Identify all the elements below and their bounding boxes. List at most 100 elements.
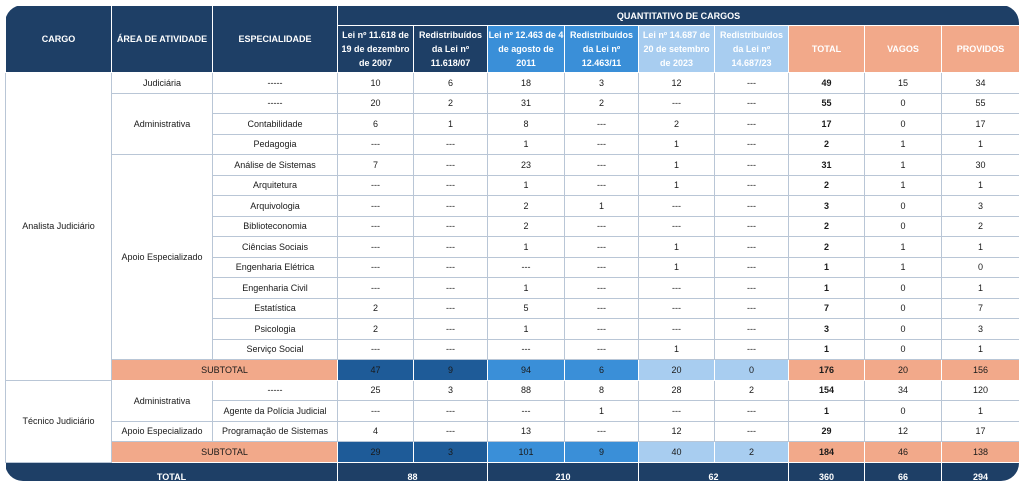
cell-total: 1	[788, 277, 865, 299]
cell-total: 1	[788, 400, 865, 422]
cell-lei-11618: 20	[337, 92, 414, 114]
cell-vagos: 0	[864, 297, 942, 319]
cell-especialidade: Ciências Sociais	[212, 236, 338, 258]
table-row: Engenharia Elétrica --- --- --- --- 1 --- 1 1 0	[6, 256, 1019, 278]
cell-providos: 1	[941, 400, 1019, 422]
cell-lei-11618: ---	[337, 256, 414, 278]
cell-lei-14687: 1	[638, 236, 715, 258]
cell-lei-11618: ---	[337, 338, 414, 360]
subtotal-label: SUBTOTAL	[111, 359, 338, 381]
cell-redistribuidos-12463: 2	[564, 92, 639, 114]
table-row: Agente da Polícia Judicial --- --- --- 1 --- -…	[6, 400, 1019, 422]
footer-total-label: TOTAL	[5, 461, 338, 481]
cargos-table-card: CARGO ÁREA DE ATIVIDADE ESPECIALIDADE QU…	[5, 5, 1019, 481]
subtotal-lei-12463: 101	[487, 441, 565, 463]
cell-especialidade: Arquivologia	[212, 195, 338, 217]
cell-vagos: 0	[864, 215, 942, 237]
footer-lei-12463: 210	[487, 461, 639, 481]
cell-total: 3	[788, 195, 865, 217]
table-row: Arquivologia --- --- 2 1 --- --- 3 0 3	[6, 195, 1019, 217]
cell-vagos: 0	[864, 400, 942, 422]
header-quantitativo: QUANTITATIVO DE CARGOS	[337, 5, 1019, 26]
cell-lei-14687: 1	[638, 174, 715, 196]
cell-lei-12463: 88	[487, 379, 565, 401]
cell-redistribuidos-11618: ---	[413, 277, 488, 299]
cell-lei-14687: ---	[638, 195, 715, 217]
cell-especialidade: Psicologia	[212, 318, 338, 340]
cell-vagos: 0	[864, 338, 942, 360]
cell-especialidade: Análise de Sistemas	[212, 154, 338, 176]
table-body: Analista Judiciário Judiciária ----- 10 6 18 3…	[5, 72, 1019, 463]
cell-redistribuidos-12463: ---	[564, 318, 639, 340]
cell-total: 31	[788, 154, 865, 176]
cell-especialidade: -----	[212, 379, 338, 401]
cell-lei-11618: ---	[337, 277, 414, 299]
table-row: Pedagogia --- --- 1 --- 1 --- 2 1 1	[6, 133, 1019, 155]
cell-redistribuidos-11618: 3	[413, 379, 488, 401]
cell-redistribuidos-14687: ---	[714, 318, 789, 340]
cell-lei-11618: 6	[337, 113, 414, 135]
cell-lei-11618: 25	[337, 379, 414, 401]
cell-redistribuidos-12463: 8	[564, 379, 639, 401]
cell-lei-11618: 2	[337, 318, 414, 340]
cell-lei-12463: 13	[487, 420, 565, 442]
cell-lei-12463: 2	[487, 195, 565, 217]
header-especialidade: ESPECIALIDADE	[212, 5, 338, 73]
cell-especialidade: -----	[212, 72, 338, 94]
cell-lei-12463: ---	[487, 400, 565, 422]
cell-especialidade: Contabilidade	[212, 113, 338, 135]
cell-redistribuidos-11618: ---	[413, 256, 488, 278]
cell-lei-14687: 1	[638, 133, 715, 155]
footer-lei-11618: 88	[337, 461, 488, 481]
subtotal-lei-14687: 20	[638, 359, 715, 381]
subtotal-row: SUBTOTAL 29 3 101 9 40 2 184 46 138	[6, 441, 1019, 463]
cell-total: 154	[788, 379, 865, 401]
table-row: Técnico Judiciário Administrativa ----- 25 3…	[5, 379, 1019, 463]
cell-total: 1	[788, 338, 865, 360]
subtotal-row: SUBTOTAL 47 9 94 6 20 0 176 20 156	[6, 359, 1019, 381]
subtotal-redistribuidos-12463: 6	[564, 359, 639, 381]
subtotal-lei-11618: 47	[337, 359, 414, 381]
cell-lei-12463: 2	[487, 215, 565, 237]
cell-providos: 17	[941, 113, 1019, 135]
cargo-tecnico-judiciario: Técnico Judiciário	[5, 379, 112, 463]
cell-redistribuidos-11618: ---	[413, 195, 488, 217]
cell-vagos: 1	[864, 174, 942, 196]
cell-lei-11618: ---	[337, 215, 414, 237]
table-row: Apoio Especializado Programação de Sistem…	[6, 420, 1019, 442]
cell-providos: 55	[941, 92, 1019, 114]
table-row: Contabilidade 6 1 8 --- 2 --- 17 0 17	[6, 113, 1019, 135]
area-administrativa: Administrativa	[111, 379, 213, 422]
cell-vagos: 0	[864, 318, 942, 340]
cell-redistribuidos-14687: 2	[714, 379, 789, 401]
cell-total: 2	[788, 174, 865, 196]
cell-redistribuidos-11618: ---	[413, 297, 488, 319]
cell-vagos: 0	[864, 92, 942, 114]
header-redistribuidos-14687: Redistribuídos da Lei nº 14.687/23	[714, 25, 789, 73]
cell-redistribuidos-12463: ---	[564, 420, 639, 442]
cell-providos: 1	[941, 236, 1019, 258]
cell-especialidade: Biblioteconomia	[212, 215, 338, 237]
cell-total: 3	[788, 318, 865, 340]
cell-total: 17	[788, 113, 865, 135]
cell-lei-12463: ---	[487, 338, 565, 360]
cell-vagos: 1	[864, 154, 942, 176]
cell-lei-12463: 1	[487, 133, 565, 155]
subtotal-lei-11618: 29	[337, 441, 414, 463]
cell-redistribuidos-12463: ---	[564, 215, 639, 237]
subtotal-total: 184	[788, 441, 865, 463]
subtotal-lei-14687: 40	[638, 441, 715, 463]
cell-redistribuidos-14687: ---	[714, 236, 789, 258]
cell-redistribuidos-11618: 1	[413, 113, 488, 135]
cell-lei-14687: 28	[638, 379, 715, 401]
cell-lei-11618: ---	[337, 236, 414, 258]
cell-lei-14687: ---	[638, 297, 715, 319]
header-cargo: CARGO	[5, 5, 112, 73]
cell-redistribuidos-14687: ---	[714, 113, 789, 135]
cell-especialidade: Agente da Polícia Judicial	[212, 400, 338, 422]
cell-redistribuidos-11618: ---	[413, 154, 488, 176]
area-judiciaria: Judiciária	[111, 72, 213, 94]
cell-lei-14687: ---	[638, 92, 715, 114]
cell-lei-11618: 4	[337, 420, 414, 442]
cell-lei-14687: ---	[638, 400, 715, 422]
